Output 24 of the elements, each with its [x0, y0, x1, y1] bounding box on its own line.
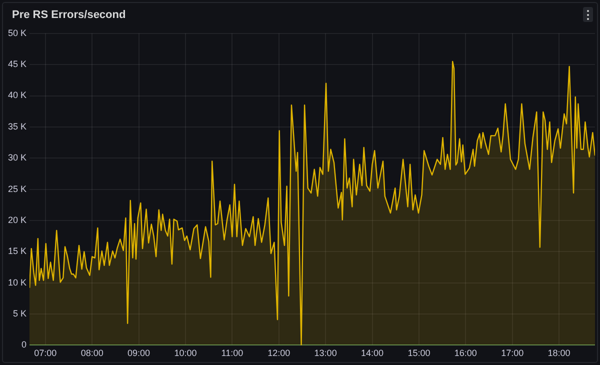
x-tick-label: 14:00	[360, 348, 384, 358]
chart-title: Pre RS Errors/second	[12, 9, 126, 21]
x-tick-label: 13:00	[314, 348, 337, 358]
y-tick-label: 10 K	[8, 277, 27, 288]
x-tick-label: 12:00	[268, 348, 290, 358]
x-tick-label: 18:00	[548, 348, 570, 358]
x-tick-label: 07:00	[34, 348, 57, 358]
x-tick-label: 10:00	[174, 348, 197, 358]
y-tick-label: 50 K	[8, 28, 27, 38]
y-tick-label: 45 K	[8, 59, 27, 70]
x-tick-label: 09:00	[128, 348, 150, 358]
y-tick-label: 40 K	[8, 90, 27, 100]
y-tick-label: 30 K	[8, 152, 27, 163]
x-tick-label: 17:00	[501, 348, 524, 358]
x-tick-label: 16:00	[454, 348, 477, 358]
y-tick-label: 15 K	[8, 246, 27, 256]
y-tick-label: 25 K	[8, 184, 27, 194]
y-tick-label: 5 K	[13, 308, 27, 319]
y-tick-label: 0	[22, 340, 27, 350]
x-tick-label: 08:00	[80, 348, 104, 358]
x-tick-label: 11:00	[221, 348, 244, 358]
x-tick-label: 15:00	[408, 348, 430, 358]
y-tick-label: 20 K	[8, 214, 27, 225]
y-tick-label: 35 K	[8, 121, 27, 132]
